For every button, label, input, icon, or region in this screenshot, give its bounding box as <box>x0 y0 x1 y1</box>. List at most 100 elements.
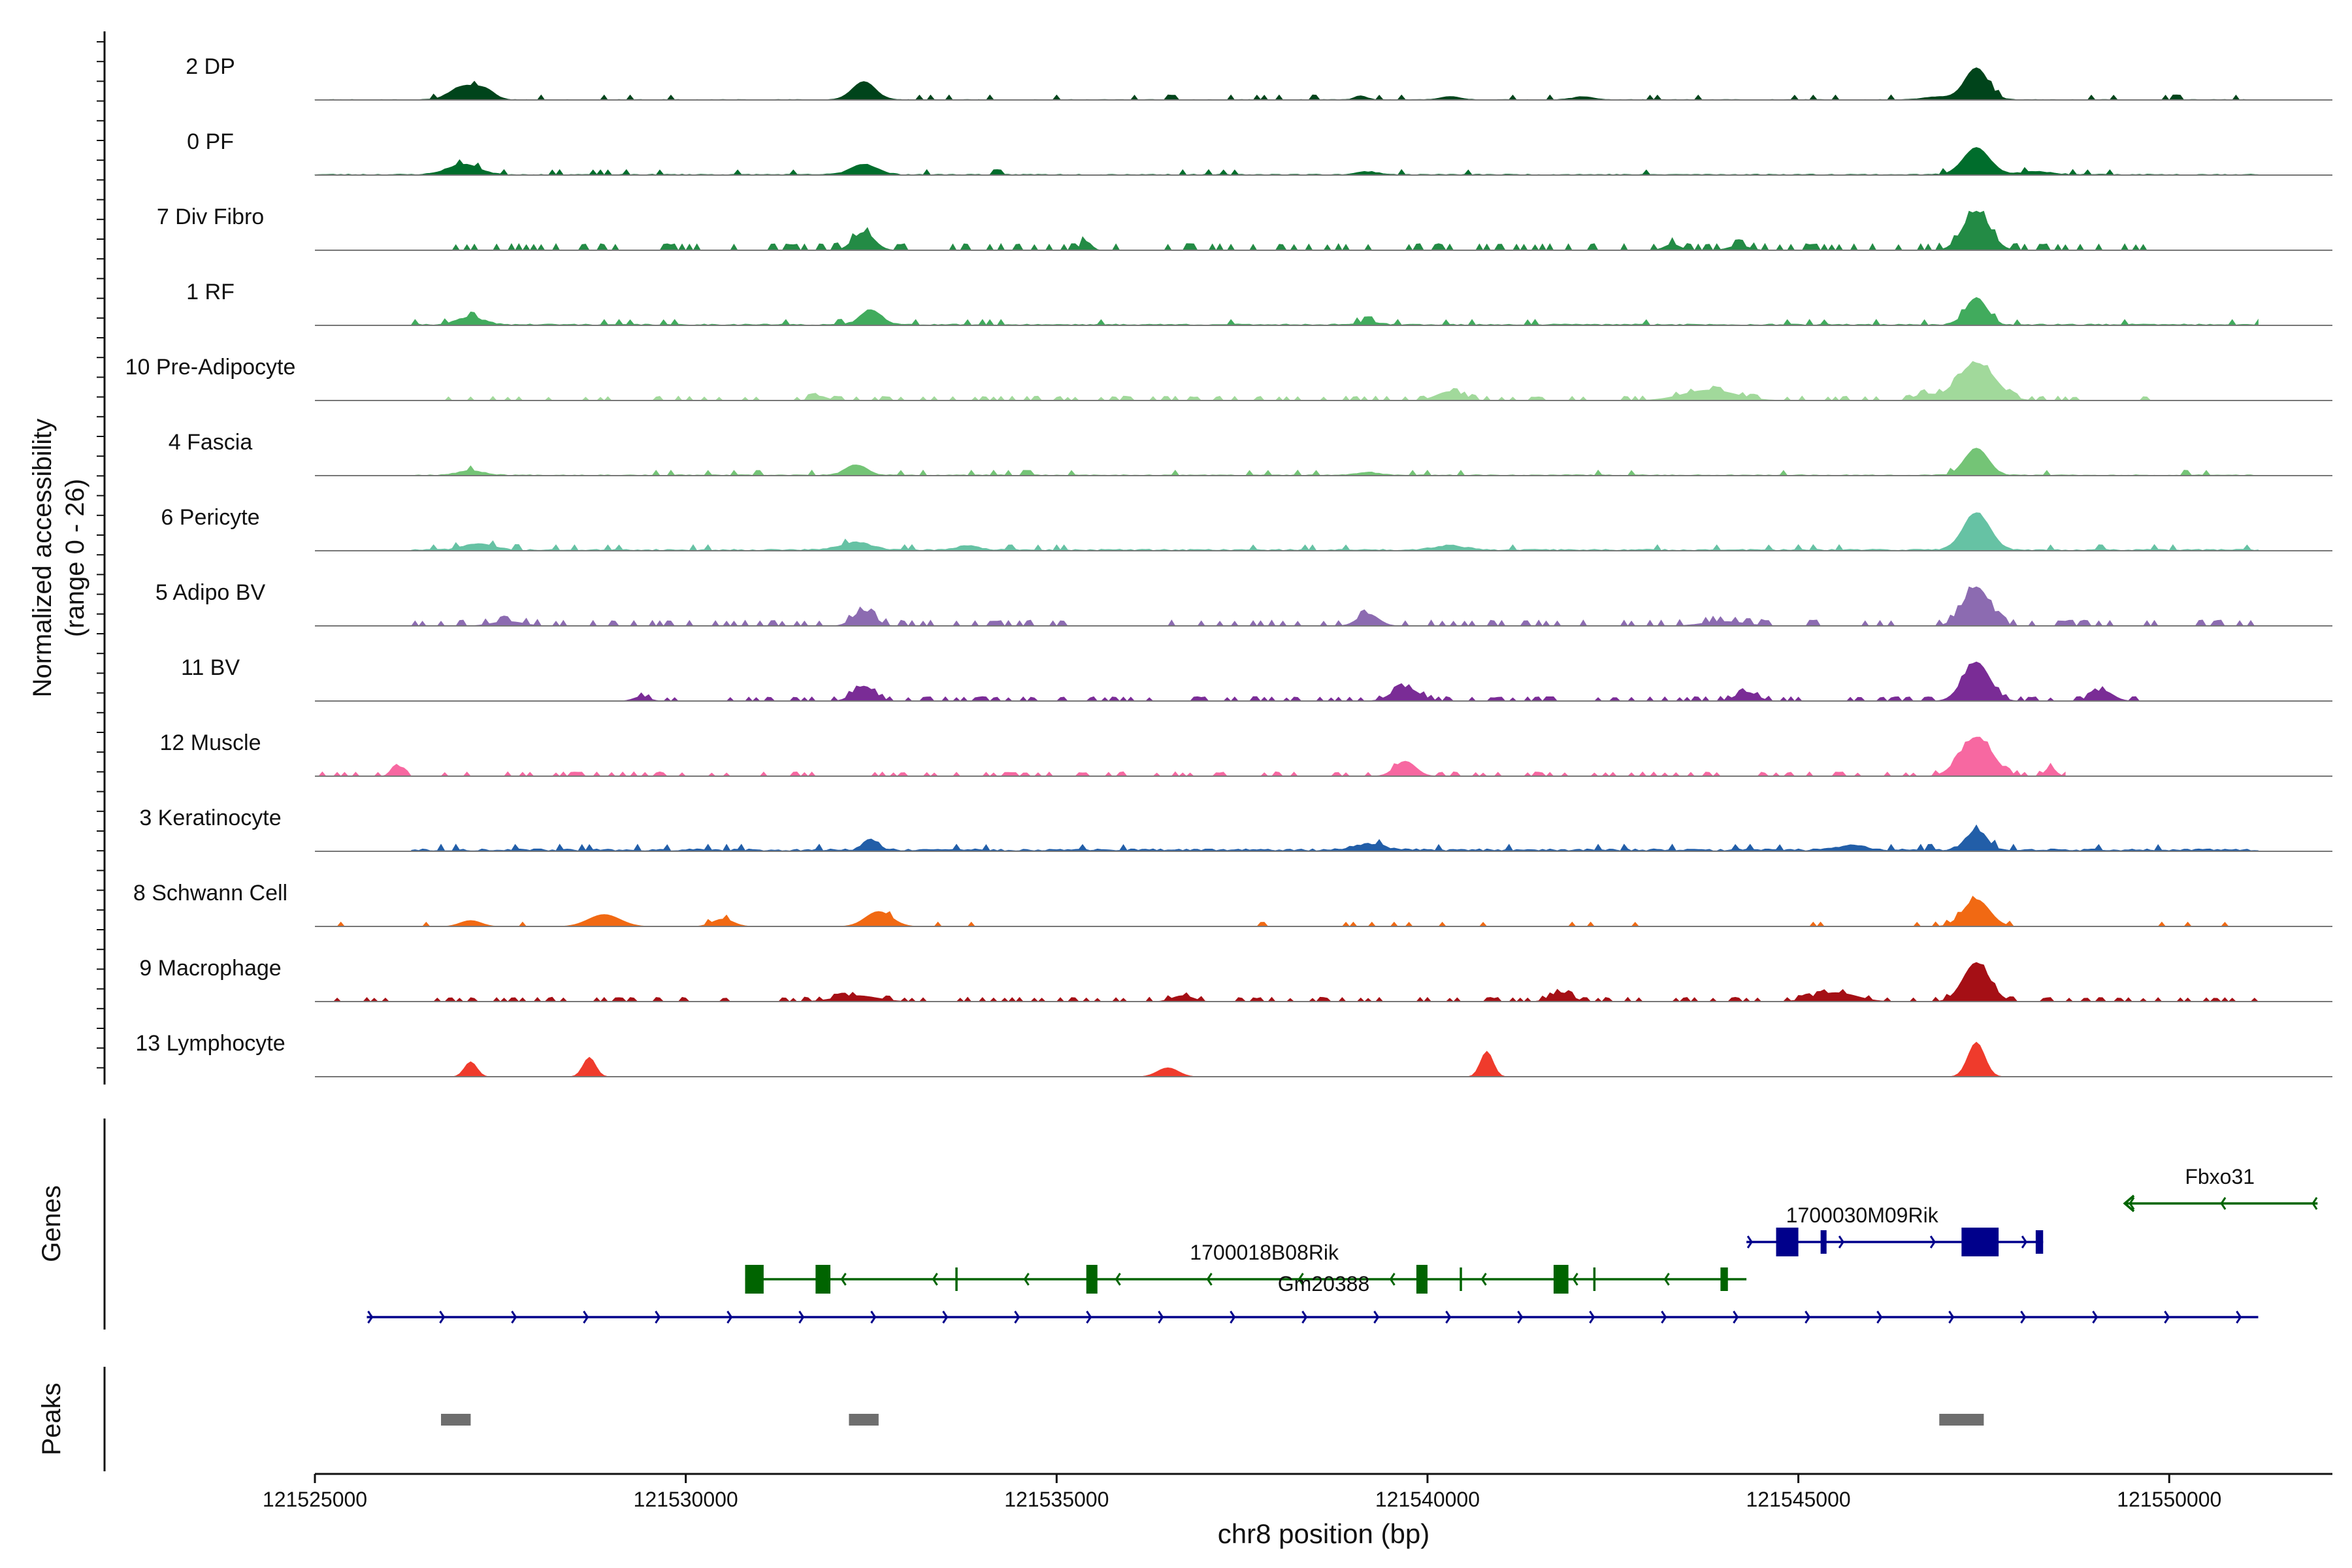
strand-arrow-icon <box>1805 1311 1811 1324</box>
strand-arrow-icon <box>2123 1194 2135 1213</box>
strand-arrow-icon <box>2220 1197 2227 1210</box>
exon-2-0 <box>745 1265 764 1294</box>
strand-arrow-icon <box>727 1311 733 1324</box>
strand-arrow-icon <box>2311 1197 2318 1210</box>
x-tick-label-5: 121550000 <box>2117 1488 2221 1511</box>
coverage-area-11 <box>315 896 2259 927</box>
strand-arrow-icon <box>1572 1273 1578 1286</box>
track-label-11: 8 Schwann Cell <box>133 881 287 906</box>
exon-2-2 <box>1086 1265 1098 1294</box>
x-axis-label: chr8 position (bp) <box>1218 1518 1430 1549</box>
genes-panel: Genes Fbxo31 1700030M09Rik 1700018B08Rik Gm… <box>37 1119 2318 1330</box>
x-tick-label-3: 121540000 <box>1375 1488 1480 1511</box>
gene-label-1: 1700030M09Rik <box>1786 1203 1939 1227</box>
strand-arrow-icon <box>870 1311 877 1324</box>
strand-arrow-icon <box>1733 1311 1739 1324</box>
strand-arrow-icon <box>1948 1311 1955 1324</box>
exon-1-3 <box>2035 1230 2044 1254</box>
strand-arrow-icon <box>1230 1311 1236 1324</box>
x-tick-label-2: 121535000 <box>1004 1488 1109 1511</box>
strand-arrow-icon <box>1929 1235 1936 1249</box>
track-label-4: 10 Pre-Adipocyte <box>125 355 296 380</box>
strand-arrow-icon <box>367 1311 374 1324</box>
exon-1-1 <box>1820 1230 1827 1254</box>
coverage-area-6 <box>411 512 2259 551</box>
peak-region-0 <box>441 1414 471 1426</box>
strand-arrow-icon <box>2021 1235 2027 1249</box>
strand-arrow-icon <box>1876 1311 1883 1324</box>
strand-arrow-icon <box>1086 1311 1092 1324</box>
strand-arrow-icon <box>932 1273 938 1286</box>
strand-arrow-icon <box>798 1311 805 1324</box>
strand-arrow-icon <box>2236 1311 2242 1324</box>
x-tick-label-0: 121525000 <box>263 1488 367 1511</box>
gene-label-3: Gm20388 <box>1278 1272 1370 1296</box>
y-axis: Normalized accessibility (range 0 - 26) <box>28 31 106 1085</box>
strand-arrow-icon <box>1206 1273 1213 1286</box>
track-label-0: 2 DP <box>186 54 235 79</box>
strand-arrow-icon <box>1661 1311 1667 1324</box>
coverage-area-7 <box>411 586 2259 627</box>
strand-arrow-icon <box>1301 1311 1308 1324</box>
strand-arrow-icon <box>1298 1273 1304 1286</box>
gene-label-0: Fbxo31 <box>2185 1165 2255 1188</box>
genes-panel-label: Genes <box>37 1185 66 1262</box>
exon-2-4 <box>1553 1265 1569 1294</box>
strand-arrow-icon <box>655 1311 661 1324</box>
strand-arrow-icon <box>1023 1273 1030 1286</box>
coverage-area-10 <box>411 824 2259 852</box>
y-axis-label: Normalized accessibility <box>28 419 57 698</box>
strand-arrow-icon <box>1389 1273 1396 1286</box>
peak-region-1 <box>849 1414 879 1426</box>
peak-region-2 <box>1939 1414 1984 1426</box>
coverage-area-9 <box>315 736 2066 777</box>
strand-arrow-icon <box>511 1311 517 1324</box>
x-axis: chr8 position (bp) 121525000 121530000 121… <box>263 1473 2332 1549</box>
track-label-3: 1 RF <box>186 280 235 304</box>
coverage-area-12 <box>315 962 2259 1002</box>
track-label-5: 4 Fascia <box>169 430 253 455</box>
x-tick-label-1: 121530000 <box>634 1488 738 1511</box>
strand-arrow-icon <box>1373 1311 1380 1324</box>
exon-1-0 <box>1776 1228 1799 1256</box>
track-label-13: 13 Lymphocyte <box>135 1031 285 1056</box>
track-label-10: 3 Keratinocyte <box>139 806 281 830</box>
coverage-area-4 <box>411 361 2162 401</box>
peaks-panel-label: Peaks <box>37 1382 66 1455</box>
track-label-8: 11 BV <box>181 655 240 680</box>
exon-1-2 <box>1961 1228 1999 1256</box>
gene-label-2: 1700018B08Rik <box>1190 1241 1339 1264</box>
coverage-area-8 <box>612 661 2140 702</box>
strand-arrow-icon <box>583 1311 589 1324</box>
strand-arrow-icon <box>2020 1311 2027 1324</box>
strand-arrow-icon <box>840 1273 847 1286</box>
coverage-area-2 <box>411 210 2162 251</box>
strand-arrow-icon <box>1746 1235 1753 1249</box>
strand-arrow-icon <box>1589 1311 1595 1324</box>
track-label-2: 7 Div Fibro <box>157 204 264 229</box>
strand-arrow-icon <box>2129 1197 2135 1210</box>
strand-arrow-icon <box>1445 1311 1452 1324</box>
exon-2-1 <box>815 1265 831 1294</box>
x-tick-label-4: 121545000 <box>1746 1488 1851 1511</box>
strand-arrow-icon <box>942 1311 949 1324</box>
y-axis-range-label: (range 0 - 26) <box>61 479 90 637</box>
strand-arrow-icon <box>1158 1311 1164 1324</box>
exon-2-5 <box>1720 1267 1728 1291</box>
coverage-area-13 <box>315 1041 2259 1077</box>
strand-arrow-icon <box>2164 1311 2170 1324</box>
strand-arrow-icon <box>1838 1235 1844 1249</box>
strand-arrow-icon <box>1663 1273 1670 1286</box>
track-label-1: 0 PF <box>187 129 234 154</box>
strand-arrow-icon <box>1517 1311 1524 1324</box>
coverage-tracks: 2 DP 0 PF 7 Div Fibro 1 RF 10 Pre-Adipocyte 4… <box>125 54 2332 1077</box>
peaks-panel: Peaks <box>37 1367 1984 1471</box>
strand-arrow-icon <box>2092 1311 2099 1324</box>
track-label-12: 9 Macrophage <box>139 956 281 981</box>
coverage-area-5 <box>411 448 2259 476</box>
strand-arrow-icon <box>439 1311 446 1324</box>
strand-arrow-icon <box>1014 1311 1021 1324</box>
track-label-7: 5 Adipo BV <box>155 580 266 605</box>
coverage-area-0 <box>314 67 2259 101</box>
